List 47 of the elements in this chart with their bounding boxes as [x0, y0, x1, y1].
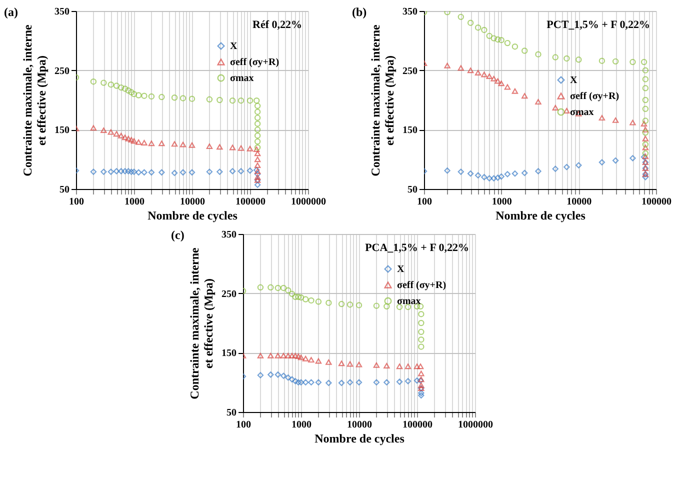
legend-label: σeff (σy+R) — [397, 280, 446, 291]
x-tick-label: 100 — [69, 196, 84, 208]
legend-label: σmax — [570, 107, 594, 118]
legend-label: σmax — [397, 296, 421, 307]
y-axis-title: Contrainte maximale, interne et effective (Mpa) — [368, 24, 396, 176]
y-tick-label: 250 — [402, 66, 418, 77]
x-axis-title: Nombre de cycles — [148, 208, 238, 222]
y-tick-label: 350 — [402, 6, 418, 18]
x-axis-title: Nombre de cycles — [496, 208, 586, 222]
legend-label: X — [230, 41, 238, 52]
x-tick-label: 10000 — [566, 196, 592, 208]
x-tick-label: 100000 — [236, 196, 266, 208]
text: (c) — [171, 228, 184, 242]
x-tick-label: 1000000 — [291, 196, 326, 208]
x-tick-label: 100000 — [402, 420, 432, 430]
y-tick-label: 50 — [60, 184, 70, 196]
y-axis-title: Contrainte maximale, interne et effective (Mpa) — [188, 247, 216, 400]
text: PCT_1,5% + F 0,22% — [546, 19, 650, 31]
text: (b) — [352, 5, 367, 19]
y-tick-label: 150 — [54, 125, 70, 136]
x-tick-label: 100000 — [642, 196, 672, 208]
legend-label: X — [397, 264, 405, 275]
y-tick-label: 150 — [222, 348, 236, 360]
x-tick-label: 1000 — [292, 420, 312, 430]
y-axis-title: Contrainte maximale, interne et effective (Mpa) — [20, 24, 48, 176]
y-tick-label: 50 — [408, 184, 418, 196]
legend-label: X — [570, 75, 578, 86]
y-tick-label: 50 — [226, 408, 236, 418]
x-axis-title: Nombre de cycles — [314, 432, 405, 446]
y-tick-label: 250 — [222, 288, 236, 300]
legend-label: σmax — [230, 73, 254, 84]
y-tick-label: 250 — [54, 66, 70, 77]
x-tick-label: 1000000 — [458, 420, 493, 430]
legend-label: σeff (σy+R) — [230, 57, 280, 68]
x-tick-label: 1000 — [492, 196, 512, 208]
y-tick-label: 350 — [222, 230, 236, 240]
text: PCA_1,5% + F 0,22% — [365, 242, 469, 254]
legend-label: σeff (σy+R) — [570, 91, 620, 102]
y-tick-label: 350 — [54, 6, 70, 18]
x-tick-label: 100 — [417, 196, 432, 208]
x-tick-label: 1000 — [124, 196, 144, 208]
text: Réf 0,22% — [252, 19, 302, 31]
x-tick-label: 100 — [236, 420, 251, 430]
x-tick-label: 10000 — [180, 196, 205, 208]
text: (a) — [4, 5, 18, 19]
x-tick-label: 10000 — [347, 420, 372, 430]
y-tick-label: 150 — [402, 125, 418, 136]
